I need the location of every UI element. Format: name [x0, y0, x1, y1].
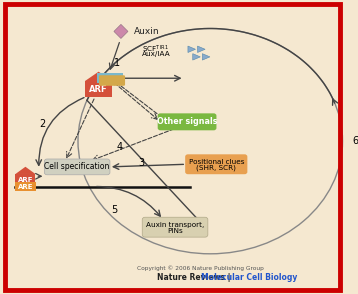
Text: ARF: ARF	[89, 85, 108, 94]
Text: 6: 6	[353, 136, 358, 146]
Text: Nature Reviews |: Nature Reviews |	[157, 273, 233, 282]
Text: Molecular Cell Biology: Molecular Cell Biology	[201, 273, 297, 282]
FancyBboxPatch shape	[185, 154, 247, 174]
Polygon shape	[15, 167, 35, 174]
FancyBboxPatch shape	[97, 73, 123, 83]
Text: 2: 2	[39, 118, 45, 128]
Text: Aux/IAA: Aux/IAA	[141, 51, 170, 57]
FancyBboxPatch shape	[15, 182, 36, 191]
Polygon shape	[188, 46, 195, 53]
Text: 4: 4	[116, 142, 122, 152]
Text: Copyright © 2006 Nature Publishing Group: Copyright © 2006 Nature Publishing Group	[136, 265, 263, 271]
Text: SCF$^{\rm TIR1}$: SCF$^{\rm TIR1}$	[141, 43, 168, 55]
Text: PINs: PINs	[167, 228, 183, 233]
FancyBboxPatch shape	[15, 174, 35, 186]
FancyBboxPatch shape	[99, 75, 125, 86]
Text: Cell specification: Cell specification	[44, 162, 110, 171]
Text: Auxin: Auxin	[134, 27, 160, 36]
Text: ARE: ARE	[18, 183, 33, 190]
Text: 3: 3	[139, 158, 145, 168]
FancyBboxPatch shape	[44, 159, 110, 175]
Text: ARF: ARF	[18, 178, 33, 183]
Text: 5: 5	[111, 205, 117, 215]
FancyBboxPatch shape	[158, 113, 217, 130]
Polygon shape	[85, 72, 112, 81]
Text: (SHR, SCR): (SHR, SCR)	[196, 164, 236, 171]
Polygon shape	[114, 24, 128, 39]
Text: Auxin transport,: Auxin transport,	[146, 222, 204, 228]
Text: Other signals: Other signals	[157, 117, 217, 126]
FancyBboxPatch shape	[85, 81, 112, 96]
Polygon shape	[193, 54, 200, 60]
Polygon shape	[202, 54, 210, 60]
FancyBboxPatch shape	[142, 217, 208, 237]
Text: Positional clues: Positional clues	[189, 159, 244, 166]
Text: 1: 1	[115, 58, 121, 68]
Polygon shape	[198, 46, 205, 53]
